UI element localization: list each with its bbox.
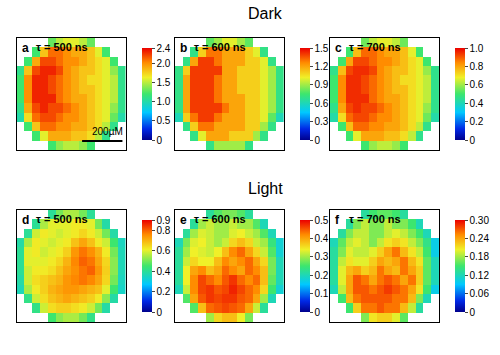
svg-text:τ = 500 ns: τ = 500 ns	[36, 41, 88, 53]
svg-text:0.4: 0.4	[470, 98, 484, 109]
svg-text:0.06: 0.06	[470, 288, 490, 299]
svg-text:e: e	[180, 213, 187, 227]
svg-text:0.12: 0.12	[470, 270, 490, 281]
svg-text:0.6: 0.6	[315, 98, 329, 109]
svg-text:0.5: 0.5	[315, 215, 329, 226]
svg-text:τ = 700 ns: τ = 700 ns	[349, 213, 401, 225]
svg-text:0.2: 0.2	[315, 270, 329, 281]
svg-text:0.24: 0.24	[470, 233, 490, 244]
svg-text:0: 0	[315, 307, 321, 318]
svg-text:0.8: 0.8	[157, 225, 171, 236]
svg-text:a: a	[22, 41, 29, 55]
svg-text:0.18: 0.18	[470, 251, 490, 262]
svg-text:τ = 700 ns: τ = 700 ns	[349, 41, 401, 53]
svg-text:τ = 500 ns: τ = 500 ns	[36, 213, 88, 225]
svg-text:0: 0	[315, 135, 321, 146]
svg-text:c: c	[335, 41, 342, 55]
svg-text:f: f	[335, 213, 340, 227]
svg-text:0.6: 0.6	[157, 245, 171, 256]
svg-text:0.30: 0.30	[470, 215, 490, 226]
svg-text:1.2: 1.2	[315, 61, 329, 72]
svg-text:1.0: 1.0	[157, 96, 171, 107]
svg-text:0: 0	[470, 307, 476, 318]
svg-text:0.4: 0.4	[157, 266, 171, 277]
svg-text:τ = 600 ns: τ = 600 ns	[194, 213, 246, 225]
svg-text:0.1: 0.1	[315, 288, 329, 299]
svg-text:0.3: 0.3	[315, 251, 329, 262]
svg-text:0: 0	[157, 135, 163, 146]
svg-text:2.4: 2.4	[157, 43, 171, 54]
svg-text:0.9: 0.9	[157, 215, 171, 226]
svg-text:0.4: 0.4	[315, 233, 329, 244]
svg-text:1.5: 1.5	[157, 77, 171, 88]
svg-text:Light: Light	[248, 180, 283, 197]
svg-text:0: 0	[470, 135, 476, 146]
svg-text:d: d	[22, 213, 29, 227]
svg-text:0.2: 0.2	[470, 116, 484, 127]
svg-text:0.9: 0.9	[315, 79, 329, 90]
svg-text:2.0: 2.0	[157, 58, 171, 69]
svg-text:0.6: 0.6	[470, 79, 484, 90]
svg-text:200µM: 200µM	[92, 126, 123, 137]
svg-text:1.0: 1.0	[470, 43, 484, 54]
svg-text:0.2: 0.2	[157, 286, 171, 297]
svg-text:Dark: Dark	[248, 5, 283, 22]
svg-text:b: b	[180, 41, 187, 55]
svg-text:0.3: 0.3	[315, 116, 329, 127]
svg-text:1.5: 1.5	[315, 43, 329, 54]
svg-text:0: 0	[157, 307, 163, 318]
svg-text:0.5: 0.5	[157, 115, 171, 126]
svg-text:0.8: 0.8	[470, 61, 484, 72]
svg-text:τ = 600 ns: τ = 600 ns	[194, 41, 246, 53]
